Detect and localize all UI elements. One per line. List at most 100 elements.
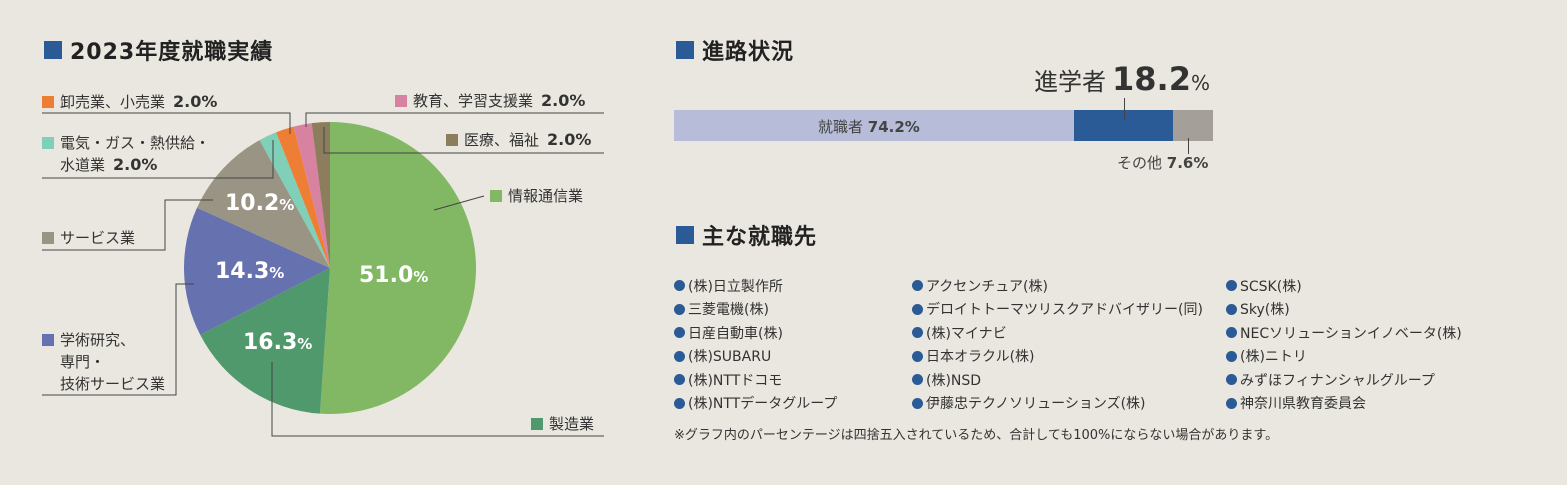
list-item: アクセンチュア(株) (912, 274, 1203, 298)
pie-slice-utilities (259, 132, 330, 268)
name-utilities-line2: 水道業 (60, 156, 106, 174)
employer-name: Sky(株) (1240, 302, 1290, 319)
inside-pct-manufacturing: 16.3% (243, 330, 312, 355)
inside-pct-academic: 14.3% (215, 259, 284, 284)
name-utilities-line1: 電気・ガス・熱供給・ (60, 134, 211, 152)
name-wholesale-retail: 卸売業、小売業 (60, 93, 166, 111)
bullet-icon (912, 303, 923, 315)
name-academic-line1: 学術研究、 (60, 331, 136, 349)
bullet-icon (1226, 350, 1237, 362)
pie-slice-medical (311, 122, 330, 268)
employers-title-text: 主な就職先 (702, 225, 818, 250)
employer-name: (株)SUBARU (688, 349, 772, 366)
label-utilities: 電気・ガス・熱供給・ 水道業 2.0% (42, 132, 210, 176)
title-square-icon (676, 41, 694, 59)
leader-medical (323, 127, 604, 154)
employer-name: (株)日立製作所 (688, 278, 783, 295)
leader-info-comm (433, 195, 485, 211)
utilities-text: 電気・ガス・熱供給・ 水道業 2.0% (60, 132, 210, 176)
inside-pct-manufacturing-value: 16.3 (243, 330, 298, 355)
bar-label-other-name: その他 (1117, 154, 1163, 172)
employer-column-3: SCSK(株) Sky(株) NECソリューションイノベータ(株) (株)ニトリ… (1226, 274, 1462, 415)
employer-name: 日本オラクル(株) (926, 349, 1035, 366)
bullet-icon (674, 374, 685, 386)
leader-wholesale-retail (42, 112, 291, 134)
list-item: (株)ニトリ (1226, 345, 1462, 369)
swatch-medical (446, 134, 458, 146)
bullet-icon (1226, 303, 1237, 315)
pie-slice-wholesale-retail (276, 126, 330, 268)
inside-pct-manufacturing-unit: % (297, 335, 313, 353)
leader-manufacturing (271, 362, 604, 437)
leader-education (305, 112, 604, 127)
employer-name: (株)NTTドコモ (688, 372, 783, 389)
swatch-wholesale-retail (42, 96, 54, 108)
bar-label-other-value: 7.6% (1166, 154, 1209, 172)
label-info-comm: 情報通信業 (490, 185, 583, 207)
bullet-icon (674, 350, 685, 362)
swatch-info-comm (490, 190, 502, 202)
employers-section-title: 主な就職先 (676, 219, 817, 251)
employer-name: (株)NSD (926, 372, 982, 389)
list-item: (株)NTTドコモ (674, 368, 837, 392)
value-education: 2.0% (541, 91, 586, 110)
employer-column-1: (株)日立製作所 三菱電機(株) 日産自動車(株) (株)SUBARU (株)N… (674, 274, 837, 415)
name-manufacturing: 製造業 (549, 415, 595, 433)
bullet-icon (912, 397, 923, 409)
bullet-icon (1226, 280, 1237, 292)
progress-section-title: 進路状況 (676, 34, 794, 66)
bar-label-employed-name: 就職者 (818, 118, 864, 136)
swatch-manufacturing (531, 418, 543, 430)
list-item: 三菱電機(株) (674, 298, 837, 322)
bullet-icon (912, 327, 923, 339)
leader-utilities (42, 140, 274, 179)
bullet-icon (674, 327, 685, 339)
name-academic-line3: 技術サービス業 (60, 375, 166, 393)
bar-segment-further-study (1074, 110, 1173, 141)
employer-name: みずほフィナンシャルグループ (1240, 372, 1435, 389)
pie-slice-info-comm (319, 122, 477, 415)
title-square-icon (44, 41, 62, 59)
bar-segment-employed (674, 110, 1074, 141)
bullet-icon (912, 374, 923, 386)
bar-label-further-study: 進学者 18.2% (1034, 60, 1210, 98)
inside-pct-info-comm-unit: % (413, 268, 429, 286)
label-education: 教育、学習支援業 2.0% (395, 90, 585, 112)
bar-label-further-study-value: 18.2 (1112, 60, 1191, 98)
label-manufacturing: 製造業 (531, 413, 594, 435)
list-item: (株)NTTデータグループ (674, 392, 837, 416)
value-medical: 2.0% (547, 130, 592, 149)
value-wholesale-retail: 2.0% (173, 92, 218, 111)
employer-name: (株)NTTデータグループ (688, 396, 838, 413)
pie-slice-manufacturing (200, 268, 330, 414)
inside-pct-academic-unit: % (269, 264, 285, 282)
list-item: デロイトトーマツリスクアドバイザリー(同) (912, 298, 1203, 322)
employer-name: 神奈川県教育委員会 (1240, 396, 1366, 413)
bullet-icon (674, 397, 685, 409)
employer-name: アクセンチュア(株) (926, 278, 1048, 295)
list-item: (株)SUBARU (674, 345, 837, 369)
title-square-icon (676, 226, 694, 244)
label-academic: 学術研究、 専門・ 技術サービス業 (42, 329, 165, 395)
list-item: (株)NSD (912, 368, 1203, 392)
name-academic-line2: 専門・ (60, 353, 106, 371)
employer-name: SCSK(株) (1240, 278, 1302, 295)
bar-label-employed-value: 74.2% (867, 118, 920, 136)
list-item: 日産自動車(株) (674, 321, 837, 345)
list-item: NECソリューションイノベータ(株) (1226, 321, 1462, 345)
employer-name: (株)ニトリ (1240, 349, 1307, 366)
list-item: SCSK(株) (1226, 274, 1462, 298)
employer-name: 伊藤忠テクノソリューションズ(株) (926, 396, 1146, 413)
employer-name: デロイトトーマツリスクアドバイザリー(同) (926, 302, 1203, 319)
name-medical: 医療、福祉 (464, 131, 540, 149)
bullet-icon (912, 350, 923, 362)
swatch-education (395, 95, 407, 107)
pie-section-title: 2023年度就職実績 (44, 34, 273, 66)
inside-pct-info-comm-value: 51.0 (359, 263, 414, 288)
name-education: 教育、学習支援業 (413, 92, 534, 110)
list-item: Sky(株) (1226, 298, 1462, 322)
bullet-icon (1226, 327, 1237, 339)
value-utilities: 2.0% (113, 155, 158, 174)
label-wholesale-retail: 卸売業、小売業 2.0% (42, 91, 217, 113)
bullet-icon (1226, 374, 1237, 386)
